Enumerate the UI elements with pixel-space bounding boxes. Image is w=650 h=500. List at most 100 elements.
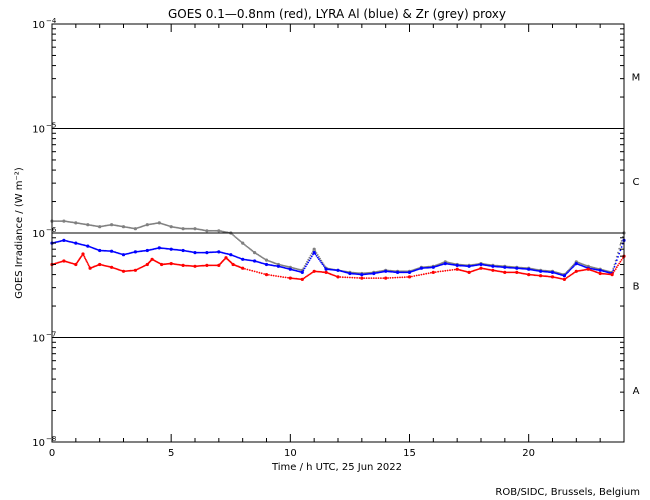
data-point-interp bbox=[550, 271, 553, 274]
data-point-interp bbox=[613, 265, 616, 268]
data-point-interp bbox=[620, 240, 623, 242]
data-point bbox=[431, 270, 435, 274]
data-point-interp bbox=[61, 239, 64, 242]
data-point-interp bbox=[399, 276, 401, 279]
data-point-interp bbox=[335, 269, 338, 272]
data-point-interp bbox=[619, 243, 622, 246]
data-point-interp bbox=[73, 221, 76, 224]
data-point-interp bbox=[442, 270, 444, 272]
data-point-interp bbox=[85, 244, 88, 247]
data-point-interp bbox=[224, 257, 227, 260]
data-point-interp bbox=[121, 225, 124, 228]
data-point-interp bbox=[316, 254, 319, 256]
chart-marks bbox=[50, 219, 626, 281]
data-point-interp bbox=[282, 276, 285, 278]
data-point-interp bbox=[401, 276, 404, 279]
data-point-interp bbox=[234, 236, 237, 239]
data-point-interp bbox=[235, 237, 238, 240]
data-point-interp bbox=[370, 277, 373, 279]
data-point-interp bbox=[453, 268, 456, 271]
data-point-interp bbox=[613, 270, 616, 272]
data-point-interp bbox=[618, 252, 621, 255]
data-point-interp bbox=[87, 264, 90, 267]
data-point bbox=[407, 275, 412, 279]
data-point-interp bbox=[61, 260, 64, 263]
data-point-interp bbox=[356, 277, 358, 279]
data-point-interp bbox=[157, 247, 160, 250]
data-point-interp bbox=[567, 271, 569, 273]
data-point-interp bbox=[246, 268, 249, 271]
data-point-interp bbox=[312, 253, 314, 256]
data-point-interp bbox=[319, 260, 321, 262]
data-point-interp bbox=[85, 260, 88, 262]
data-point bbox=[264, 273, 269, 277]
flare-class-label: M bbox=[632, 72, 641, 83]
data-point-interp bbox=[204, 251, 207, 254]
data-point-interp bbox=[288, 266, 290, 268]
data-point-interp bbox=[538, 270, 541, 272]
y-tick-exponent: −8 bbox=[46, 435, 56, 443]
data-point-interp bbox=[349, 276, 351, 279]
data-point-interp bbox=[240, 258, 243, 260]
data-point-interp bbox=[303, 267, 306, 270]
data-point-interp bbox=[353, 276, 356, 279]
data-point-interp bbox=[192, 227, 195, 230]
data-point-interp bbox=[82, 254, 85, 257]
credit-text: ROB/SIDC, Brussels, Belgium bbox=[495, 487, 640, 498]
data-point-interp bbox=[418, 274, 420, 276]
data-point-interp bbox=[620, 246, 623, 248]
data-point-interp bbox=[375, 277, 377, 279]
data-point-interp bbox=[279, 275, 282, 278]
data-point-interp bbox=[88, 265, 91, 268]
y-tick-label: 10 bbox=[32, 20, 45, 31]
data-point-interp bbox=[318, 258, 320, 261]
data-point-interp bbox=[315, 252, 318, 254]
data-point-interp bbox=[618, 247, 621, 250]
data-point-interp bbox=[240, 267, 243, 269]
data-point-interp bbox=[427, 272, 430, 275]
data-point-interp bbox=[562, 274, 565, 277]
data-point-interp bbox=[586, 265, 588, 267]
data-point-interp bbox=[617, 264, 619, 267]
data-point-interp bbox=[133, 269, 136, 272]
data-point-interp bbox=[181, 249, 183, 252]
data-point-interp bbox=[192, 265, 195, 268]
data-point-interp bbox=[240, 241, 243, 244]
x-tick-label: 20 bbox=[522, 448, 535, 459]
data-point-interp bbox=[431, 266, 433, 269]
data-point-interp bbox=[371, 272, 374, 275]
data-point-interp bbox=[422, 273, 425, 276]
data-point-interp bbox=[264, 258, 267, 261]
data-point-interp bbox=[87, 263, 89, 265]
data-point-interp bbox=[420, 273, 423, 276]
data-point-interp bbox=[598, 272, 600, 274]
data-point-interp bbox=[256, 271, 258, 273]
data-point-interp bbox=[307, 261, 310, 264]
class-threshold-lines bbox=[52, 128, 624, 338]
y-tick-exponent: −7 bbox=[46, 331, 56, 339]
data-point-interp bbox=[394, 276, 397, 279]
data-point-interp bbox=[250, 248, 252, 251]
data-point-interp bbox=[248, 269, 251, 271]
data-point-interp bbox=[238, 239, 241, 242]
data-point-interp bbox=[569, 268, 572, 271]
data-point-interp bbox=[570, 267, 573, 270]
x-tick-label: 15 bbox=[403, 448, 416, 459]
data-point-interp bbox=[615, 266, 618, 269]
data-point-interp bbox=[322, 265, 325, 267]
data-point-interp bbox=[490, 269, 493, 271]
data-point-interp bbox=[276, 263, 279, 265]
data-point-interp bbox=[430, 271, 432, 274]
data-point-interp bbox=[444, 269, 447, 272]
data-point-interp bbox=[216, 251, 219, 253]
data-point-interp bbox=[443, 263, 445, 265]
data-point-interp bbox=[613, 263, 616, 266]
data-point-interp bbox=[270, 274, 273, 277]
data-point-interp bbox=[276, 265, 279, 267]
y-axis-label: GOES Irradiance / (W m⁻²) bbox=[14, 167, 25, 299]
data-point-interp bbox=[387, 277, 389, 279]
data-point-interp bbox=[314, 253, 317, 256]
data-point-interp bbox=[302, 269, 305, 272]
data-point-interp bbox=[413, 275, 416, 277]
data-point-interp bbox=[109, 266, 112, 268]
